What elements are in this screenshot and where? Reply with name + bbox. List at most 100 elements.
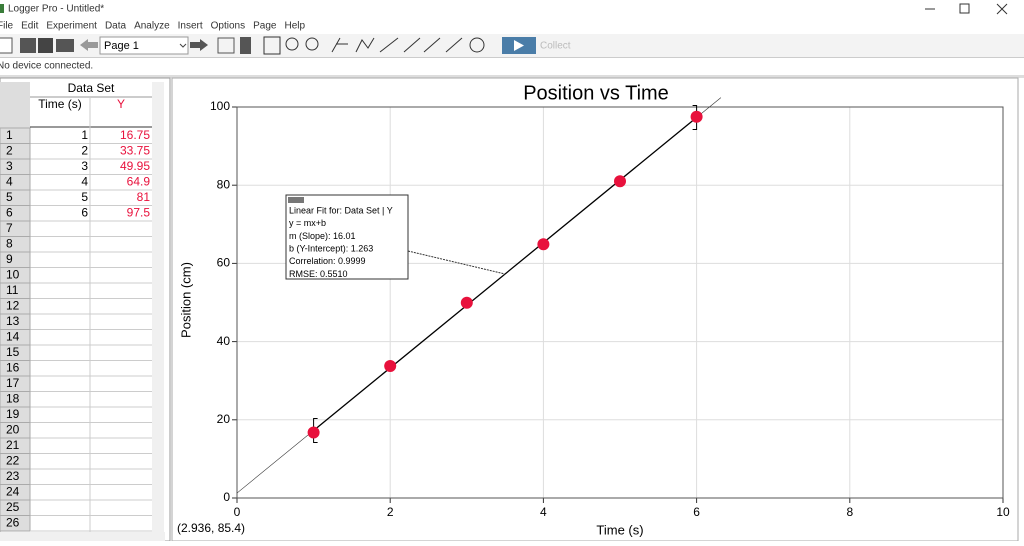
y-tick-label: 60	[217, 256, 231, 270]
row-header	[0, 189, 31, 206]
column-header: Y	[117, 97, 125, 111]
row-header	[0, 236, 31, 253]
menu-item[interactable]: Experiment	[46, 21, 97, 32]
next-page[interactable]	[190, 39, 208, 51]
cursor-readout: (2.936, 85.4)	[177, 521, 245, 535]
row-header	[0, 251, 31, 268]
row-header	[0, 143, 31, 160]
row-number: 4	[6, 175, 13, 189]
table-cell: 4	[81, 175, 88, 189]
x-tick-label: 6	[693, 505, 700, 519]
new-icon[interactable]	[0, 37, 13, 54]
data-point	[614, 175, 626, 188]
row-number: 6	[6, 206, 13, 220]
x-tick-label: 2	[387, 505, 394, 519]
row-number: 9	[6, 252, 13, 266]
text-icon[interactable]	[263, 36, 281, 55]
zoom-in[interactable]	[285, 37, 299, 51]
table-cell: 1	[81, 128, 88, 142]
row-header	[0, 174, 31, 191]
table-cell: 16.75	[120, 128, 150, 142]
row-number: 18	[6, 392, 20, 406]
row-number: 26	[6, 516, 20, 530]
row-number: 12	[6, 299, 20, 313]
menu-item[interactable]: Analyze	[134, 21, 170, 32]
menu-item[interactable]: Insert	[178, 21, 203, 32]
table-cell: 3	[81, 159, 88, 173]
h-scrollbar[interactable]	[0, 532, 165, 541]
row-header	[0, 158, 31, 175]
y-tick-label: 80	[217, 177, 231, 191]
table-icon[interactable]	[217, 37, 235, 54]
data-point	[537, 238, 550, 251]
calculator-icon[interactable]	[240, 37, 251, 54]
separator	[0, 75, 1024, 78]
data-point	[307, 426, 320, 439]
fit-line	[313, 116, 698, 431]
page-select[interactable]	[99, 36, 189, 55]
curve-fit-icon[interactable]	[445, 37, 463, 53]
row-number: 23	[6, 469, 20, 483]
scrollbar[interactable]	[152, 82, 164, 532]
menu-item[interactable]: Page	[253, 21, 277, 32]
row-number: 21	[6, 438, 20, 452]
x-tick-label: 0	[234, 505, 241, 519]
prev-page[interactable]	[80, 39, 98, 51]
row-number: 11	[6, 283, 19, 297]
examine-icon[interactable]	[331, 37, 348, 53]
row-number: 24	[6, 485, 20, 499]
row-number: 8	[6, 237, 13, 251]
y-tick-label: 40	[217, 334, 231, 348]
table-cell: 97.5	[127, 206, 151, 220]
fit-annotation	[285, 194, 409, 280]
table-cell: 6	[81, 206, 88, 220]
tangent-icon[interactable]	[355, 37, 375, 53]
y-axis-label: Position (cm)	[178, 262, 193, 338]
y-tick-label: 100	[210, 99, 230, 113]
graph-panel	[171, 77, 1019, 542]
row-number: 5	[6, 190, 13, 204]
row-header	[0, 127, 31, 144]
close-button[interactable]	[996, 3, 1008, 15]
annotation-text: Correlation: 0.9999	[289, 256, 366, 266]
table-cell: 64.9	[127, 175, 151, 189]
collect-label[interactable]: Collect	[540, 41, 571, 52]
x-tick-label: 4	[540, 505, 547, 519]
maximize-button[interactable]	[959, 3, 970, 14]
page-label: Page 1	[104, 40, 139, 52]
app-icon	[0, 4, 4, 13]
print-icon[interactable]	[56, 39, 74, 52]
save-icon[interactable]	[38, 38, 53, 53]
row-number: 7	[6, 221, 13, 235]
window-title: Logger Pro - Untitled*	[8, 4, 104, 15]
table-cell: 2	[81, 144, 88, 158]
annotation-text: y = mx+b	[289, 218, 326, 228]
row-number: 1	[6, 128, 13, 142]
row-number: 20	[6, 423, 20, 437]
row-number: 19	[6, 407, 20, 421]
table-cell: 33.75	[120, 144, 150, 158]
fit-icon[interactable]	[403, 37, 441, 53]
row-number: 17	[6, 376, 20, 390]
menu-item[interactable]: Help	[284, 21, 305, 32]
row-header	[0, 220, 31, 237]
menu-bar: File Edit Experiment Data Analyze Insert Optio…	[0, 21, 305, 32]
menu-item[interactable]: Edit	[21, 21, 38, 32]
row-number: 10	[6, 268, 20, 282]
title-bar	[0, 0, 1024, 18]
zoom-out[interactable]	[305, 37, 319, 51]
row-header	[0, 515, 31, 532]
menu-item[interactable]: File	[0, 21, 14, 32]
table-cell: 81	[137, 190, 151, 204]
menu-item[interactable]: Data	[105, 21, 127, 32]
menu-item[interactable]: Options	[211, 21, 245, 32]
annotation-text: b (Y-Intercept): 1.263	[289, 243, 373, 253]
timer-icon[interactable]	[469, 37, 485, 53]
plot-frame	[236, 106, 1004, 499]
annotation-handle[interactable]	[288, 197, 304, 203]
row-header	[0, 205, 31, 222]
integral-icon[interactable]	[379, 37, 399, 53]
column-header: Time (s)	[38, 97, 82, 111]
open-icon[interactable]	[20, 38, 36, 53]
